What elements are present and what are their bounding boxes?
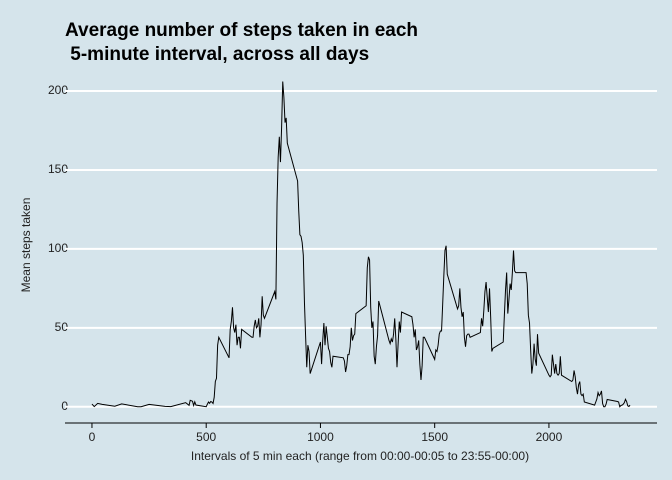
y-tick-label: 50 (55, 320, 69, 334)
chart-title: 5-minute interval, across all days (65, 44, 369, 65)
x-tick-label: 2000 (536, 430, 563, 444)
y-tick-label: 200 (48, 83, 68, 97)
x-axis-label: Intervals of 5 min each (range from 00:0… (191, 449, 529, 463)
y-tick-label: 150 (48, 162, 68, 176)
x-tick-label: 1500 (421, 430, 448, 444)
x-tick-label: 0 (89, 430, 96, 444)
x-tick-label: 500 (196, 430, 216, 444)
y-axis-label: Mean steps taken (19, 198, 33, 293)
data-line (91, 81, 631, 408)
chart-title: Average number of steps taken in each (65, 20, 418, 41)
x-tick-label: 1000 (307, 430, 334, 444)
y-tick-label: 100 (48, 241, 68, 255)
y-tick-label: 0 (61, 399, 68, 413)
